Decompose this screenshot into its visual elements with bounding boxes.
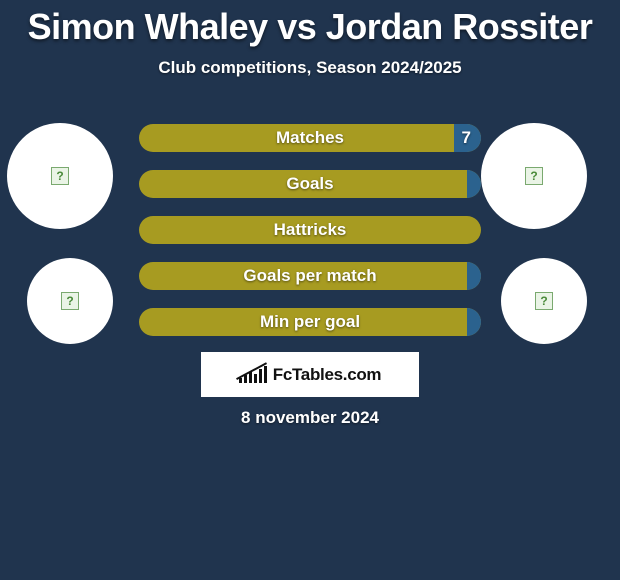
logo-box: FcTables.com [201,352,419,397]
logo-bars-icon [239,366,267,383]
stat-row: Hattricks [139,216,481,244]
page-title: Simon Whaley vs Jordan Rossiter [0,0,620,48]
stat-row: Matches7 [139,124,481,152]
image-placeholder-icon: ? [525,167,543,185]
image-placeholder-icon: ? [51,167,69,185]
page-subtitle: Club competitions, Season 2024/2025 [0,58,620,78]
player-avatar-tl: ? [7,123,113,229]
stat-row: Min per goal [139,308,481,336]
player-avatar-bl: ? [27,258,113,344]
player-avatar-br: ? [501,258,587,344]
comparison-bars: Matches7 Goals Hattricks Goals per match Min… [139,124,481,354]
stat-row: Goals per match [139,262,481,290]
stat-label: Hattricks [139,216,481,244]
stat-row: Goals [139,170,481,198]
image-placeholder-icon: ? [61,292,79,310]
stat-label: Matches [139,124,481,152]
date-label: 8 november 2024 [0,408,620,428]
player-avatar-tr: ? [481,123,587,229]
logo-text: FcTables.com [273,365,382,385]
stat-right-value: 7 [462,124,471,152]
image-placeholder-icon: ? [535,292,553,310]
stat-label: Min per goal [139,308,481,336]
stat-label: Goals [139,170,481,198]
stat-label: Goals per match [139,262,481,290]
